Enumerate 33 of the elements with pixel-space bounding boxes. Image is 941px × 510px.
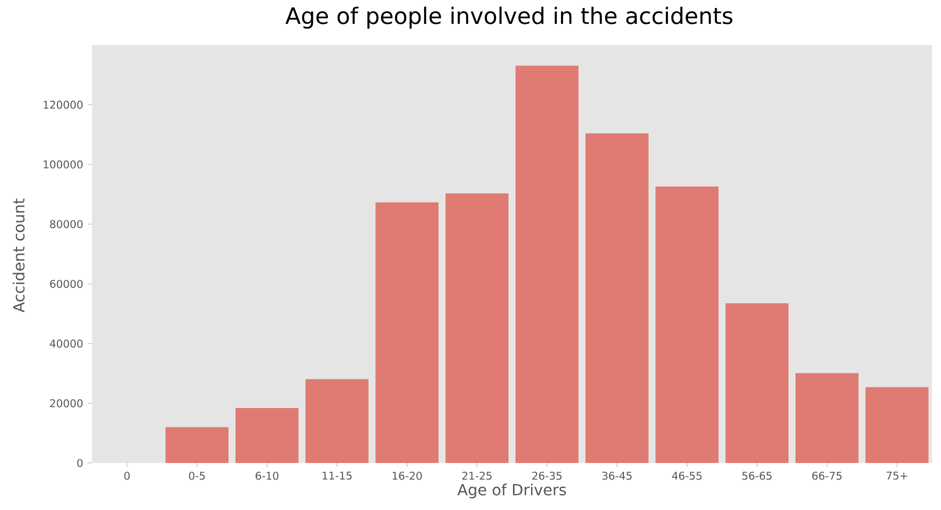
y-tick-label: 60000 bbox=[50, 280, 83, 288]
y-tick-label: 100000 bbox=[44, 160, 83, 168]
x-tick-label: 46-55 bbox=[672, 472, 702, 480]
y-tick-label: 120000 bbox=[44, 100, 83, 109]
x-tick-label: 21-25 bbox=[462, 472, 492, 480]
bar bbox=[446, 193, 509, 463]
y-tick-label: 80000 bbox=[50, 220, 83, 228]
x-axis-title: Age of Drivers bbox=[457, 484, 566, 498]
bar bbox=[166, 427, 229, 463]
bar bbox=[586, 133, 649, 463]
x-tick-label: 56-65 bbox=[742, 472, 772, 480]
y-tick-label: 20000 bbox=[50, 399, 83, 408]
x-tick-label: 0-5 bbox=[189, 472, 205, 480]
bar bbox=[376, 202, 439, 463]
x-tick-label: 75+ bbox=[886, 472, 908, 480]
bar bbox=[656, 186, 719, 463]
x-tick-label: 26-35 bbox=[532, 472, 562, 480]
y-tick-label: 0 bbox=[77, 458, 83, 468]
x-tick-label: 36-45 bbox=[602, 472, 632, 480]
chart-title: Age of people involved in the accidents bbox=[285, 6, 732, 29]
bar bbox=[306, 379, 369, 463]
y-axis-title: Accident count bbox=[12, 198, 25, 312]
x-tick-label: 0 bbox=[124, 472, 130, 480]
bar bbox=[866, 387, 929, 463]
bar bbox=[796, 373, 859, 463]
bar bbox=[236, 408, 299, 463]
bar bbox=[726, 303, 789, 463]
x-tick-label: 11-15 bbox=[322, 472, 352, 480]
x-tick-label: 16-20 bbox=[392, 472, 422, 480]
x-tick-label: 6-10 bbox=[256, 472, 278, 480]
x-tick-label: 66-75 bbox=[812, 472, 842, 480]
bar bbox=[516, 66, 579, 463]
y-tick-label: 40000 bbox=[50, 340, 83, 348]
